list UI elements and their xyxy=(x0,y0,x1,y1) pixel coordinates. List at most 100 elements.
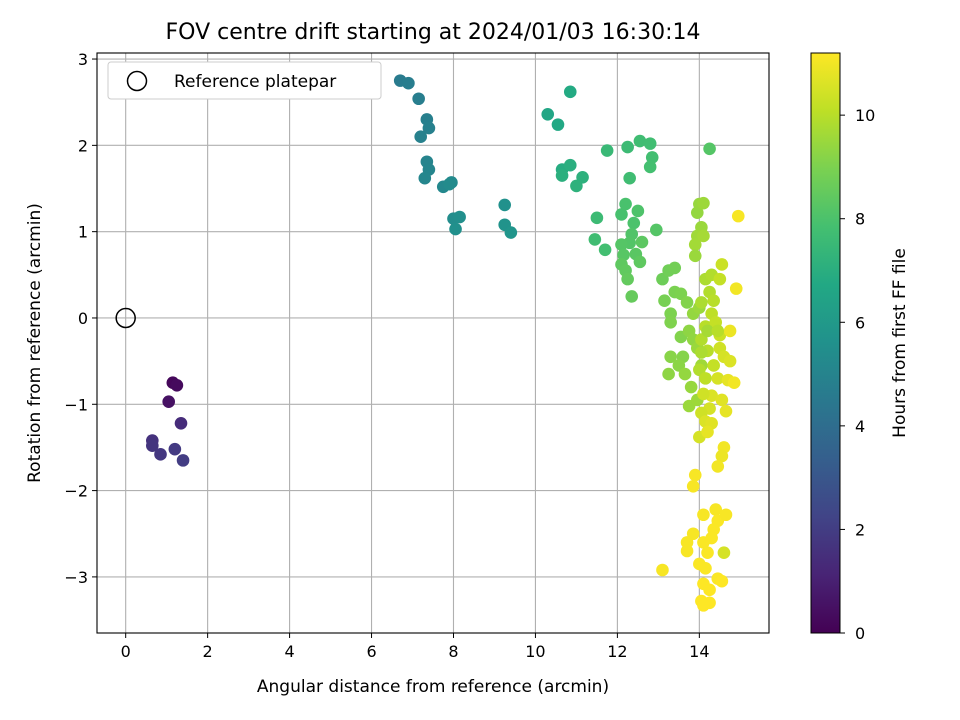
data-point xyxy=(643,137,657,150)
y-tick-label: 2 xyxy=(78,136,88,155)
data-point xyxy=(650,223,663,237)
data-point xyxy=(453,210,466,224)
data-point xyxy=(723,324,737,338)
data-point xyxy=(717,546,731,560)
data-point xyxy=(662,367,675,381)
data-point xyxy=(563,158,577,172)
colorbar: 0 2 4 6 8 10 Hours from first FF file xyxy=(810,52,910,643)
data-point xyxy=(656,563,669,577)
data-point xyxy=(699,372,712,385)
data-point xyxy=(617,248,630,262)
data-point xyxy=(729,282,743,295)
data-point xyxy=(600,144,614,157)
data-point xyxy=(688,468,702,482)
data-point xyxy=(684,380,698,394)
data-point xyxy=(422,121,436,135)
chart-title: FOV centre drift starting at 2024/01/03 … xyxy=(166,20,701,45)
plot-frame xyxy=(96,52,770,634)
data-point xyxy=(402,76,415,90)
data-point xyxy=(162,395,176,408)
data-point xyxy=(615,238,628,251)
data-point xyxy=(699,561,712,575)
colorbar-tick-label: 2 xyxy=(855,520,865,539)
data-point xyxy=(697,508,710,522)
data-point xyxy=(697,229,710,243)
y-tick-label: 0 xyxy=(78,309,88,328)
x-axis-ticks: 0 2 4 6 8 10 12 14 xyxy=(121,633,710,661)
data-point xyxy=(619,197,632,211)
y-tick-label: 1 xyxy=(78,223,88,242)
legend: Reference platepar xyxy=(107,61,382,100)
data-point xyxy=(697,387,710,401)
data-point xyxy=(686,479,700,493)
data-point xyxy=(449,222,462,236)
colorbar-label: Hours from first FF file xyxy=(890,248,910,438)
data-point xyxy=(588,233,602,246)
data-point xyxy=(715,574,729,588)
data-point xyxy=(713,272,727,286)
data-point xyxy=(703,142,716,156)
data-point xyxy=(414,130,428,144)
data-point xyxy=(621,272,634,286)
colorbar-ticks: 0 2 4 6 8 10 xyxy=(840,106,875,643)
data-point xyxy=(154,448,167,461)
data-point xyxy=(695,346,708,359)
data-point xyxy=(621,140,634,154)
data-point xyxy=(715,258,729,271)
data-point xyxy=(146,439,159,453)
data-point xyxy=(664,350,677,364)
data-point xyxy=(707,359,720,372)
data-point xyxy=(570,179,583,193)
colorbar-gradient xyxy=(810,52,841,634)
data-point xyxy=(668,261,682,275)
data-point xyxy=(697,196,710,210)
data-point xyxy=(711,372,725,385)
legend-marker xyxy=(126,70,148,92)
x-axis-label: Angular distance from reference (arcmin) xyxy=(257,677,609,697)
data-point xyxy=(658,294,671,308)
data-point xyxy=(680,296,694,309)
data-point xyxy=(664,307,677,320)
data-point xyxy=(551,118,565,131)
data-point xyxy=(645,151,659,164)
data-point xyxy=(625,290,639,303)
data-point xyxy=(688,238,702,251)
data-point xyxy=(703,583,716,597)
x-tick-label: 14 xyxy=(689,642,709,661)
data-point xyxy=(498,198,512,212)
data-point xyxy=(709,503,723,516)
data-point xyxy=(688,249,702,263)
data-point xyxy=(170,378,184,392)
grid-lines xyxy=(97,53,769,633)
data-point xyxy=(680,544,694,558)
x-tick-label: 8 xyxy=(448,642,458,661)
data-point xyxy=(635,235,649,249)
data-point xyxy=(719,508,733,522)
data-point xyxy=(555,169,569,182)
data-point xyxy=(631,204,645,218)
y-tick-label: −2 xyxy=(64,482,88,501)
data-point xyxy=(590,211,604,225)
data-point xyxy=(701,425,714,439)
data-point xyxy=(615,208,628,221)
data-point xyxy=(715,449,729,463)
data-point xyxy=(633,134,647,148)
data-point xyxy=(680,536,694,549)
data-point xyxy=(711,324,725,338)
data-point xyxy=(168,442,182,456)
data-point xyxy=(598,243,612,257)
data-point xyxy=(176,454,190,467)
data-points xyxy=(146,74,745,612)
y-tick-label: 3 xyxy=(78,50,88,69)
data-point xyxy=(627,216,641,230)
y-tick-label: −3 xyxy=(64,568,88,587)
data-point xyxy=(707,294,720,308)
data-point xyxy=(701,324,714,338)
data-point xyxy=(701,546,714,560)
x-tick-label: 10 xyxy=(525,642,545,661)
legend-label: Reference platepar xyxy=(174,72,336,92)
legend-box xyxy=(107,61,382,100)
data-point xyxy=(697,599,710,612)
data-point xyxy=(174,416,188,430)
